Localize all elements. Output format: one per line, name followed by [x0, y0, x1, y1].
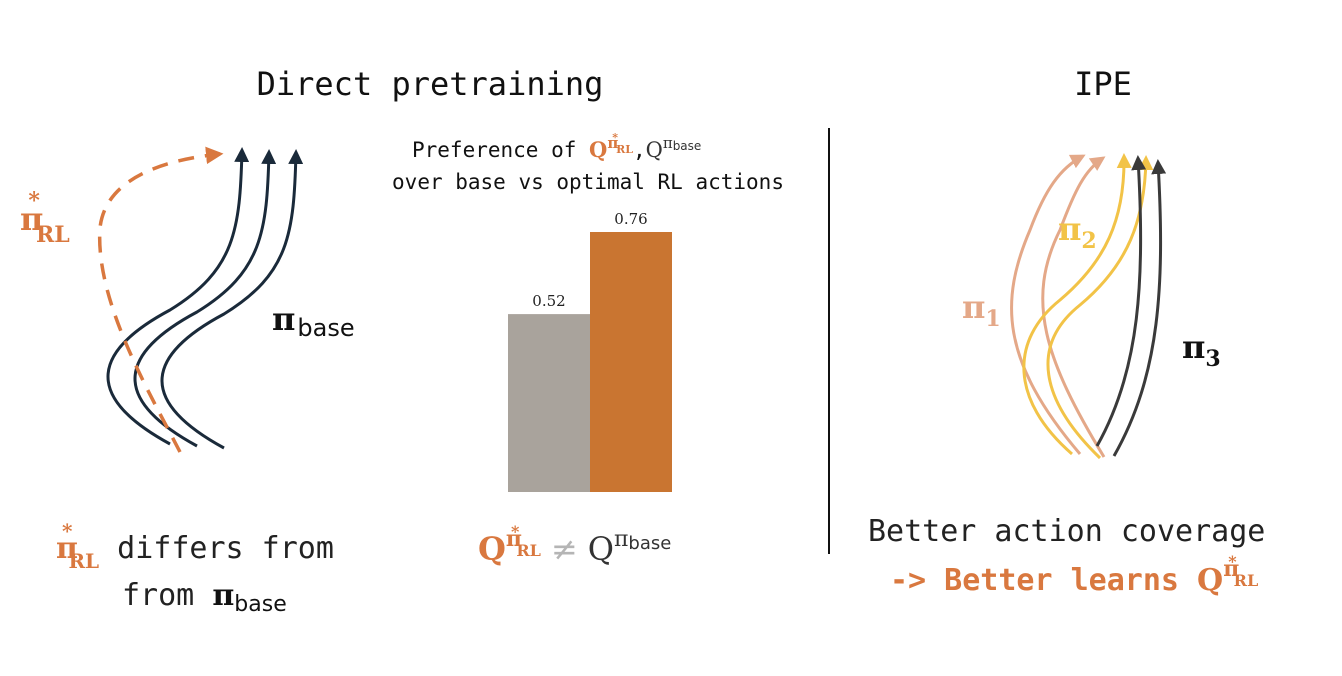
rl-trajectory [97, 146, 224, 453]
bar-2 [590, 232, 672, 492]
pi2-label: π2 [1058, 210, 1097, 254]
base-trajectories [106, 147, 304, 450]
bar-value-label-1: 0.52 [532, 292, 565, 310]
pi1-trajectory-b [1041, 156, 1106, 458]
left-caption: π* RL differs from from πbase [56, 519, 334, 617]
pi-rl-label: π* RL [20, 188, 70, 248]
right-panel: IPE π1 π2 π3 Better action coverage -> B… [868, 65, 1265, 598]
pi3-trajectory-a [1095, 155, 1147, 447]
pi-base-label: πbase [272, 300, 355, 342]
left-caption-line1: π* RL differs from [56, 519, 334, 573]
pi3-label: π3 [1182, 328, 1221, 372]
q-comparison: Qπ* RL ≠ Qπbase [478, 522, 671, 568]
right-caption-line2: -> Better learns Qπ* RL [890, 552, 1258, 598]
middle-panel: Preference of Qπ* RL,Qπbase over base vs … [392, 131, 784, 568]
pi2-trajectory-b [1046, 155, 1154, 460]
pi1-label: π1 [962, 288, 1001, 332]
pi1-trajectory-a [1010, 154, 1086, 455]
right-caption-line1: Better action coverage [868, 514, 1265, 549]
chart-title-line2: over base vs optimal RL actions [392, 170, 784, 194]
ipe-trajectories [1010, 153, 1167, 460]
bar-chart: 0.52 0.76 [508, 210, 672, 492]
right-title: IPE [1074, 65, 1132, 103]
left-caption-line2: from πbase [122, 578, 287, 617]
left-panel: Direct pretraining π* RL πbase π* RL diffe… [20, 65, 603, 617]
bar-value-label-2: 0.76 [614, 210, 647, 228]
pi3-trajectory-b [1112, 159, 1167, 457]
chart-title-line1: Preference of Qπ* RL,Qπbase [412, 131, 701, 162]
left-title: Direct pretraining [257, 65, 604, 103]
base-trajectory-1 [106, 147, 250, 446]
bar-1 [508, 314, 590, 492]
base-trajectory-3 [160, 149, 304, 450]
pi2-trajectory-a [1022, 153, 1132, 456]
base-trajectory-2 [133, 149, 277, 448]
